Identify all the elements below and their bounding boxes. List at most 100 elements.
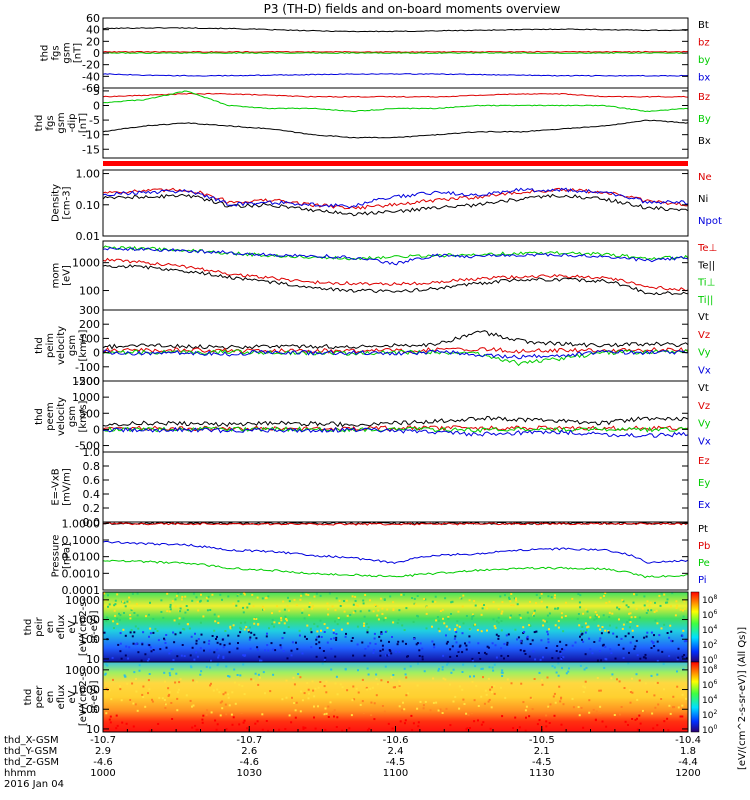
peir_spec-cell xyxy=(122,600,124,603)
peer_spec-cell xyxy=(470,712,473,715)
peir_spec-cell xyxy=(561,648,564,651)
peer_spec-cell xyxy=(577,706,580,708)
peir_spec-cell xyxy=(509,616,512,619)
peer_spec-cell xyxy=(682,668,685,671)
peer_spec-cell xyxy=(623,687,626,689)
peir_spec-cell xyxy=(477,652,480,654)
peer_spec-cell xyxy=(201,721,204,724)
peir_spec-cell xyxy=(589,616,592,619)
pressure-series-Pi xyxy=(102,540,689,564)
peir_spec-cell xyxy=(149,627,152,630)
peer_spec-cell xyxy=(660,698,663,700)
peir_spec-cell xyxy=(307,594,310,596)
peir_spec-cell xyxy=(576,617,579,620)
peer_spec-cell xyxy=(557,674,560,677)
peer_spec-cell xyxy=(257,683,260,686)
peir_spec-ylabel-line: [eV/(cm2-s- xyxy=(78,598,89,657)
peir_spec-cell xyxy=(594,615,597,618)
peir_spec-cell xyxy=(145,615,147,618)
peir_spec-cell xyxy=(503,643,506,645)
peer_spec-cell xyxy=(151,700,154,703)
peer_spec-cell xyxy=(191,726,194,729)
peir_spec-cell xyxy=(444,597,447,600)
fgs_gsm_dip-ylabel-line: fgs xyxy=(45,115,56,130)
peir_spec-cell xyxy=(363,615,366,618)
peir_spec-cell xyxy=(484,651,486,654)
peir_spec-cell xyxy=(366,629,369,632)
peem_velocity-series-Vt xyxy=(102,415,689,428)
peer_spec-cell xyxy=(299,710,302,713)
peir_spec-cell xyxy=(621,627,624,630)
peir_spec-cell xyxy=(593,641,596,643)
peir_spec-cell xyxy=(638,616,641,619)
peir_spec-cell xyxy=(141,643,144,646)
peir_spec-cell xyxy=(622,600,625,603)
peir_spec-cell xyxy=(331,605,334,608)
peir_spec-cell xyxy=(284,615,287,618)
peir_spec-cell xyxy=(113,604,116,607)
peir_spec-cell xyxy=(301,608,304,611)
colorbar-tick-label: 106 xyxy=(702,609,717,621)
peer_spec-cell xyxy=(398,683,401,686)
e_vxb-ytick-label: 0.4 xyxy=(83,488,101,501)
peir_spec-cell xyxy=(336,623,339,626)
peir_spec-cell xyxy=(381,644,384,647)
peir_spec-cell xyxy=(560,616,563,619)
peer_spec-cell xyxy=(206,709,209,712)
peer_spec-cell xyxy=(657,703,660,706)
peir_spec-cell xyxy=(529,643,532,645)
peer_spec-cell xyxy=(256,720,259,723)
peer_spec-cell xyxy=(493,692,496,695)
peir_spec-cell xyxy=(330,638,333,640)
peir_spec-cell xyxy=(554,624,557,627)
peir_spec-cell xyxy=(597,624,600,627)
peer_spec-cell xyxy=(582,726,585,729)
peir_spec-cell xyxy=(178,622,181,625)
peir_spec-cell xyxy=(618,608,621,611)
peir_spec-cell xyxy=(653,610,656,613)
peer_spec-cell xyxy=(242,721,245,724)
peir_spec-cell xyxy=(193,658,196,661)
peir_spec-cell xyxy=(660,592,663,595)
peer_spec-cell xyxy=(417,721,420,724)
peer_spec-cell xyxy=(603,666,606,669)
peir_spec-cell xyxy=(283,622,286,625)
peer_spec-cell xyxy=(465,728,468,731)
peir_spec-cell xyxy=(578,601,581,604)
peir_spec-cell xyxy=(579,635,581,638)
peir_spec-cell xyxy=(460,597,463,600)
peir_spec-cell xyxy=(257,623,260,626)
peir_spec-cell xyxy=(216,648,219,651)
peer_spec-cell xyxy=(489,727,492,730)
peir_spec-cell xyxy=(235,604,238,607)
peem_velocity-ytick-label: 500 xyxy=(79,407,100,420)
peir_spec-cell xyxy=(508,598,511,600)
peir_spec-cell xyxy=(622,656,625,659)
peem_velocity-ylabel-line: [km/s] xyxy=(78,400,89,432)
peir_spec-cell xyxy=(262,608,264,611)
peer_spec-cell xyxy=(676,670,678,673)
peer_spec-cell xyxy=(297,673,300,675)
fgs_gsm-ytick-label: -20 xyxy=(82,59,100,72)
mom-legend-item: Te|| xyxy=(697,260,715,271)
peim_velocity-ytick-label: 100 xyxy=(79,332,100,345)
peir_spec-cell xyxy=(265,635,268,638)
peir_spec-cell xyxy=(534,658,537,661)
peir_spec-cell xyxy=(107,605,109,608)
peer_spec-cell xyxy=(442,677,445,680)
peir_spec-cell xyxy=(492,601,495,604)
peir_spec-cell xyxy=(389,650,392,653)
peir_spec-cell xyxy=(480,613,483,616)
peir_spec-cell xyxy=(433,643,436,646)
peer_spec-cell xyxy=(119,685,121,688)
peir_spec-cell xyxy=(313,595,316,598)
peir_spec-cell xyxy=(413,637,416,640)
peir_spec-cell xyxy=(352,611,355,614)
peer_spec-cell xyxy=(565,672,568,675)
peir_spec-cell xyxy=(320,629,322,632)
peir_spec-cell xyxy=(174,598,177,601)
peir_spec-cell xyxy=(354,595,357,598)
peer_spec-cell xyxy=(638,714,641,717)
